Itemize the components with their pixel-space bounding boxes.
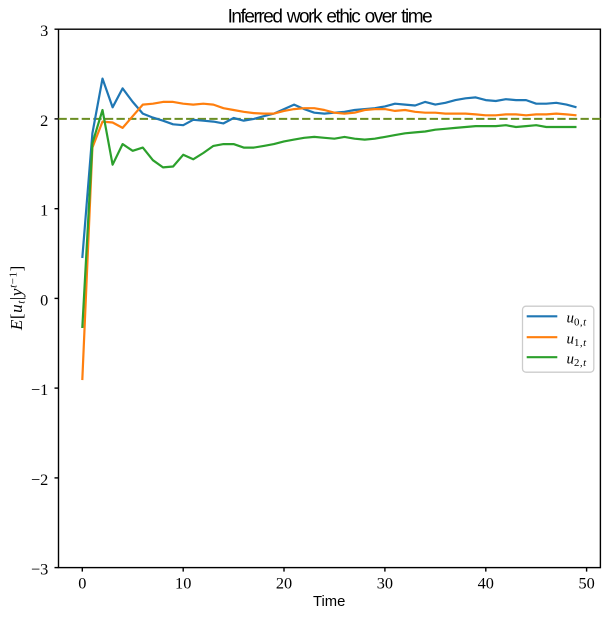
svg-text:−2: −2 xyxy=(31,470,48,489)
svg-text:40: 40 xyxy=(478,574,494,593)
svg-text:50: 50 xyxy=(578,574,594,593)
svg-text:−3: −3 xyxy=(31,560,48,579)
svg-text:E[ut|yt−1]: E[ut|yt−1] xyxy=(7,265,28,331)
svg-text:1: 1 xyxy=(40,201,48,220)
svg-text:30: 30 xyxy=(377,574,393,593)
svg-text:10: 10 xyxy=(175,574,191,593)
svg-text:Inferred work ethic over time: Inferred work ethic over time xyxy=(228,6,433,27)
svg-text:Time: Time xyxy=(313,594,345,610)
svg-text:0: 0 xyxy=(78,574,86,593)
svg-text:20: 20 xyxy=(276,574,292,593)
svg-text:2: 2 xyxy=(40,111,48,130)
svg-text:0: 0 xyxy=(40,290,48,309)
svg-text:−1: −1 xyxy=(31,380,48,399)
svg-text:3: 3 xyxy=(40,21,48,40)
